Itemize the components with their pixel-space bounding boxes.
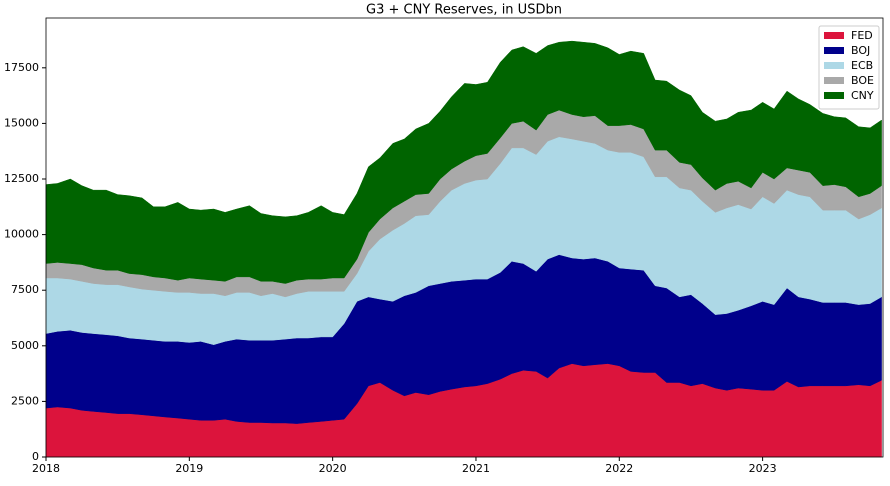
legend-swatch	[824, 62, 844, 69]
y-tick-label: 5000	[11, 339, 39, 352]
legend-label: CNY	[851, 89, 874, 102]
legend-box	[818, 25, 880, 110]
legend-label: ECB	[851, 59, 873, 72]
y-tick-label: 12500	[4, 172, 39, 185]
x-tick-label: 2018	[32, 462, 60, 475]
legend-swatch	[824, 32, 844, 39]
x-tick-label: 2019	[175, 462, 203, 475]
legend-swatch	[824, 77, 844, 84]
y-tick-label: 17500	[4, 61, 39, 74]
legend-label: BOE	[851, 74, 874, 87]
area	[45, 40, 882, 284]
y-tick-label: 15000	[4, 116, 39, 129]
x-tick-label: 2022	[605, 462, 633, 475]
chart-title: G3 + CNY Reserves, in USDbn	[366, 3, 562, 18]
legend-label: FED	[851, 29, 873, 42]
x-tick-label: 2020	[319, 462, 347, 475]
y-tick-label: 0	[32, 450, 39, 463]
x-tick-label: 2023	[749, 462, 777, 475]
y-tick-label: 10000	[4, 228, 39, 241]
y-tick-label: 2500	[11, 394, 39, 407]
y-tick-label: 7500	[11, 283, 39, 296]
legend-swatch	[824, 47, 844, 54]
legend-swatch	[824, 92, 844, 99]
plot-frame	[45, 17, 884, 458]
legend-label: BOJ	[851, 44, 870, 57]
x-tick-label: 2021	[462, 462, 490, 475]
